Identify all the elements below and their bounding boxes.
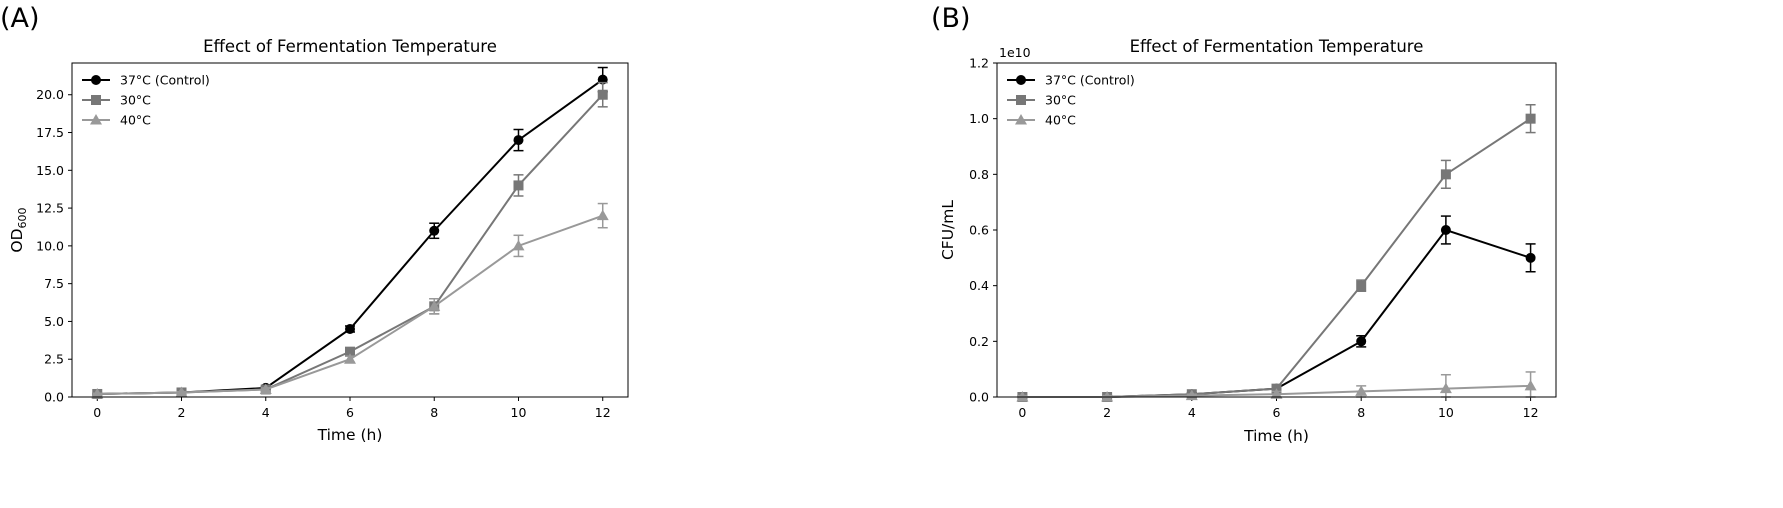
chart-a-svg: (A) Effect of Fermentation Temperature 0 2 4… [0, 3, 629, 444]
data-point-b-0-6 [1525, 252, 1536, 263]
data-point-b-2-4 [1355, 385, 1368, 396]
data-point-b-1-4 [1356, 280, 1367, 291]
y-tick-label-b-6: 1.2 [969, 56, 989, 71]
data-point-b-2-5 [1439, 382, 1452, 394]
data-point-a-2-5 [512, 239, 525, 251]
legend-label-b-1: 30°C [1045, 93, 1076, 108]
legend-label-b-2: 40°C [1045, 113, 1076, 128]
data-point-a-0-3 [345, 323, 355, 334]
legend-item-b-1: 30°C [1007, 93, 1076, 108]
data-point-b-0-5 [1440, 225, 1451, 235]
data-point-a-0-4 [429, 225, 440, 236]
data-point-a-1-3 [345, 346, 355, 357]
y-tick-label-b-2: 0.4 [969, 278, 989, 293]
chart-title-a: Effect of Fermentation Temperature [203, 37, 497, 56]
legend-label-a-2: 40°C [120, 113, 151, 128]
data-point-a-2-1 [175, 386, 188, 397]
data-point-a-2-3 [344, 353, 356, 364]
legend-marker-b-2 [1015, 114, 1027, 125]
x-tick-label-b-2: 4 [1188, 405, 1196, 420]
y-tick-label-a-5: 12.5 [36, 201, 64, 216]
data-point-a-2-0 [91, 387, 104, 399]
data-point-b-1-5 [1440, 169, 1451, 180]
chart-panel-b: (B) Effect of Fermentation Temperature 1e1… [891, 0, 1783, 508]
plot-frame-b [996, 62, 1557, 398]
legend-item-a-0: 37°C (Control) [82, 73, 210, 88]
legend-item-a-2: 40°C [82, 113, 151, 128]
data-point-b-0-4 [1356, 336, 1367, 347]
legend-item-a-1: 30°C [82, 93, 151, 108]
data-point-a-0-5 [513, 135, 524, 146]
series-b-1 [1017, 104, 1536, 402]
chart-title-b: Effect of Fermentation Temperature [1130, 37, 1424, 56]
legend-label-a-0: 37°C (Control) [120, 73, 210, 88]
y-tick-label-a-1: 2.5 [44, 352, 64, 367]
legend-label-a-1: 30°C [120, 93, 151, 108]
legend-b: 37°C (Control) 30°C 40°C [1007, 73, 1135, 128]
y-tick-label-a-3: 7.5 [44, 276, 64, 291]
data-point-a-2-6 [596, 209, 609, 221]
chart-b-svg: (B) Effect of Fermentation Temperature 1e1… [931, 3, 1557, 445]
series-b-0 [1017, 215, 1536, 402]
y-tick-label-a-7: 17.5 [36, 125, 64, 140]
y-axis-label-subscript-a: 600 [16, 207, 29, 228]
x-tick-label-b-3: 6 [1273, 405, 1281, 420]
data-point-a-1-6 [597, 89, 608, 100]
legend-marker-a-0 [91, 75, 101, 85]
y-tick-label-a-4: 10.0 [36, 238, 64, 253]
panel-letter-b: (B) [931, 3, 971, 34]
chart-panel-a: (A) Effect of Fermentation Temperature 0 2 4… [0, 0, 891, 508]
x-tick-label-a-0: 0 [93, 405, 101, 420]
x-tick-label-a-1: 2 [178, 405, 186, 420]
data-point-a-2-4 [428, 300, 441, 311]
series-line-b-0 [1022, 228, 1531, 398]
y-tick-label-b-1: 0.2 [969, 334, 989, 349]
data-point-a-2-2 [259, 383, 272, 394]
legend-marker-a-2 [90, 114, 102, 125]
legend-item-b-2: 40°C [1007, 113, 1076, 128]
x-tick-label-a-5: 10 [511, 405, 527, 420]
y-tick-label-b-5: 1.0 [969, 111, 989, 126]
x-tick-label-a-6: 12 [595, 405, 611, 420]
legend-item-b-0: 37°C (Control) [1007, 73, 1135, 88]
x-axis-label-a: Time (h) [317, 426, 383, 444]
x-tick-label-b-0: 0 [1018, 405, 1026, 420]
x-tick-label-a-2: 4 [262, 405, 270, 420]
y-tick-label-a-8: 20.0 [36, 87, 64, 102]
data-point-b-2-0 [1016, 391, 1029, 402]
y-tick-label-a-0: 0.0 [44, 390, 64, 405]
y-axis-label-a: OD600 [8, 207, 29, 252]
x-tick-label-a-4: 8 [430, 405, 438, 420]
data-point-b-2-6 [1524, 379, 1537, 391]
legend-marker-a-1 [91, 95, 101, 105]
x-axis-label-b: Time (h) [1243, 427, 1309, 445]
x-tick-label-a-3: 6 [346, 405, 354, 420]
y-offset-text-b: 1e10 [999, 45, 1031, 60]
data-point-a-1-5 [513, 180, 524, 191]
y-tick-label-b-0: 0.0 [969, 390, 989, 405]
y-axis-label-b: CFU/mL [939, 200, 957, 260]
legend-a: 37°C (Control) 30°C 40°C [82, 73, 210, 128]
data-point-b-1-6 [1525, 113, 1536, 124]
plot-frame-a [71, 62, 629, 398]
series-line-a-2 [97, 214, 604, 395]
x-tick-label-b-6: 12 [1523, 405, 1539, 420]
series-line-b-1 [1022, 117, 1532, 398]
x-tick-label-b-4: 8 [1357, 405, 1365, 420]
legend-marker-b-0 [1016, 75, 1026, 85]
y-tick-label-a-6: 15.0 [36, 163, 64, 178]
y-tick-label-b-3: 0.6 [969, 223, 989, 238]
data-point-b-2-1 [1101, 391, 1114, 402]
y-tick-label-a-2: 5.0 [44, 314, 64, 329]
panel-letter-a: (A) [0, 3, 40, 34]
y-tick-label-b-4: 0.8 [969, 167, 989, 182]
legend-marker-b-1 [1016, 95, 1026, 105]
x-tick-label-b-5: 10 [1438, 405, 1454, 420]
legend-label-b-0: 37°C (Control) [1045, 73, 1135, 88]
x-tick-label-b-1: 2 [1103, 405, 1111, 420]
series-a-2 [91, 202, 609, 399]
data-point-b-2-3 [1270, 388, 1283, 399]
